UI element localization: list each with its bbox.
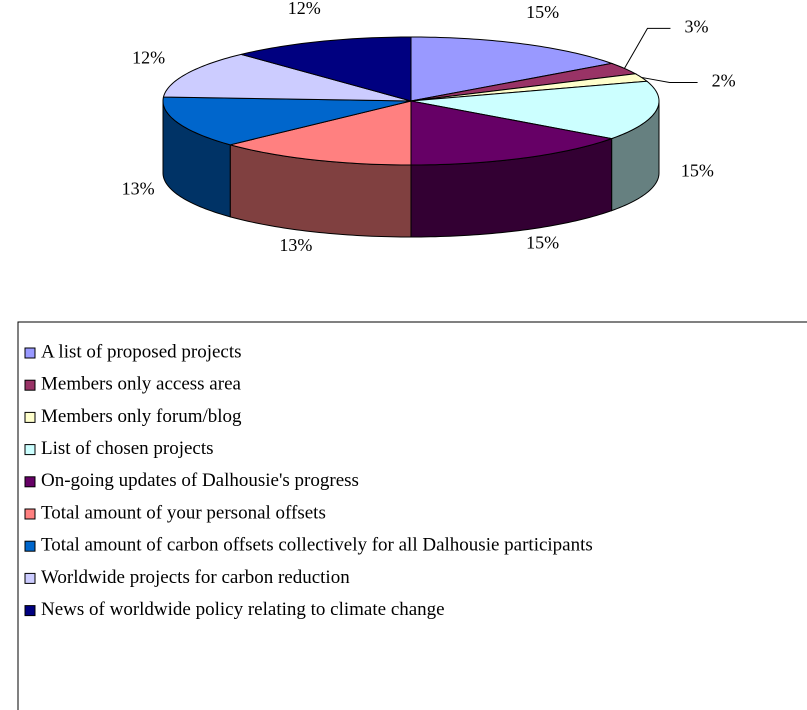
legend-swatch <box>24 347 36 359</box>
data-label: 12% <box>132 47 165 67</box>
data-label: 13% <box>122 178 155 198</box>
slice <box>230 100 412 166</box>
legend-label: On-going updates of Dalhousie's progress <box>41 470 359 491</box>
legend-swatch <box>24 379 36 391</box>
data-label: 15% <box>681 160 714 180</box>
data-label: 13% <box>279 235 312 255</box>
legend-label: Members only access area <box>41 374 242 395</box>
legend-label: Total amount of your personal offsets <box>41 502 326 523</box>
legend-label: Worldwide projects for carbon reduction <box>41 567 350 588</box>
data-label: 15% <box>526 2 559 22</box>
legend-swatch <box>24 540 36 552</box>
legend-swatch <box>24 605 36 617</box>
slice <box>410 73 649 102</box>
legend-swatch <box>24 444 36 456</box>
data-label: 12% <box>288 0 321 18</box>
leader-line <box>641 76 698 83</box>
slice <box>241 36 412 102</box>
legend-label: List of chosen projects <box>41 438 214 459</box>
slice <box>410 36 614 102</box>
slice <box>162 96 412 146</box>
slice <box>410 80 660 140</box>
data-label: 2% <box>712 71 736 91</box>
legend-label: Members only forum/blog <box>41 406 242 427</box>
legend-label: Total amount of carbon offsets collectiv… <box>41 535 593 556</box>
legend-box <box>17 321 807 710</box>
legend-swatch <box>24 572 36 584</box>
legend-swatch <box>24 508 36 520</box>
legend-label: News of worldwide policy relating to cli… <box>41 599 445 620</box>
slice <box>162 53 412 102</box>
legend-swatch <box>24 411 36 423</box>
legend-swatch <box>24 476 36 488</box>
legend-label: A list of proposed projects <box>41 341 242 362</box>
slice <box>410 100 614 166</box>
data-label: 3% <box>684 17 708 37</box>
data-label: 15% <box>526 232 559 252</box>
leader-line <box>624 27 671 69</box>
